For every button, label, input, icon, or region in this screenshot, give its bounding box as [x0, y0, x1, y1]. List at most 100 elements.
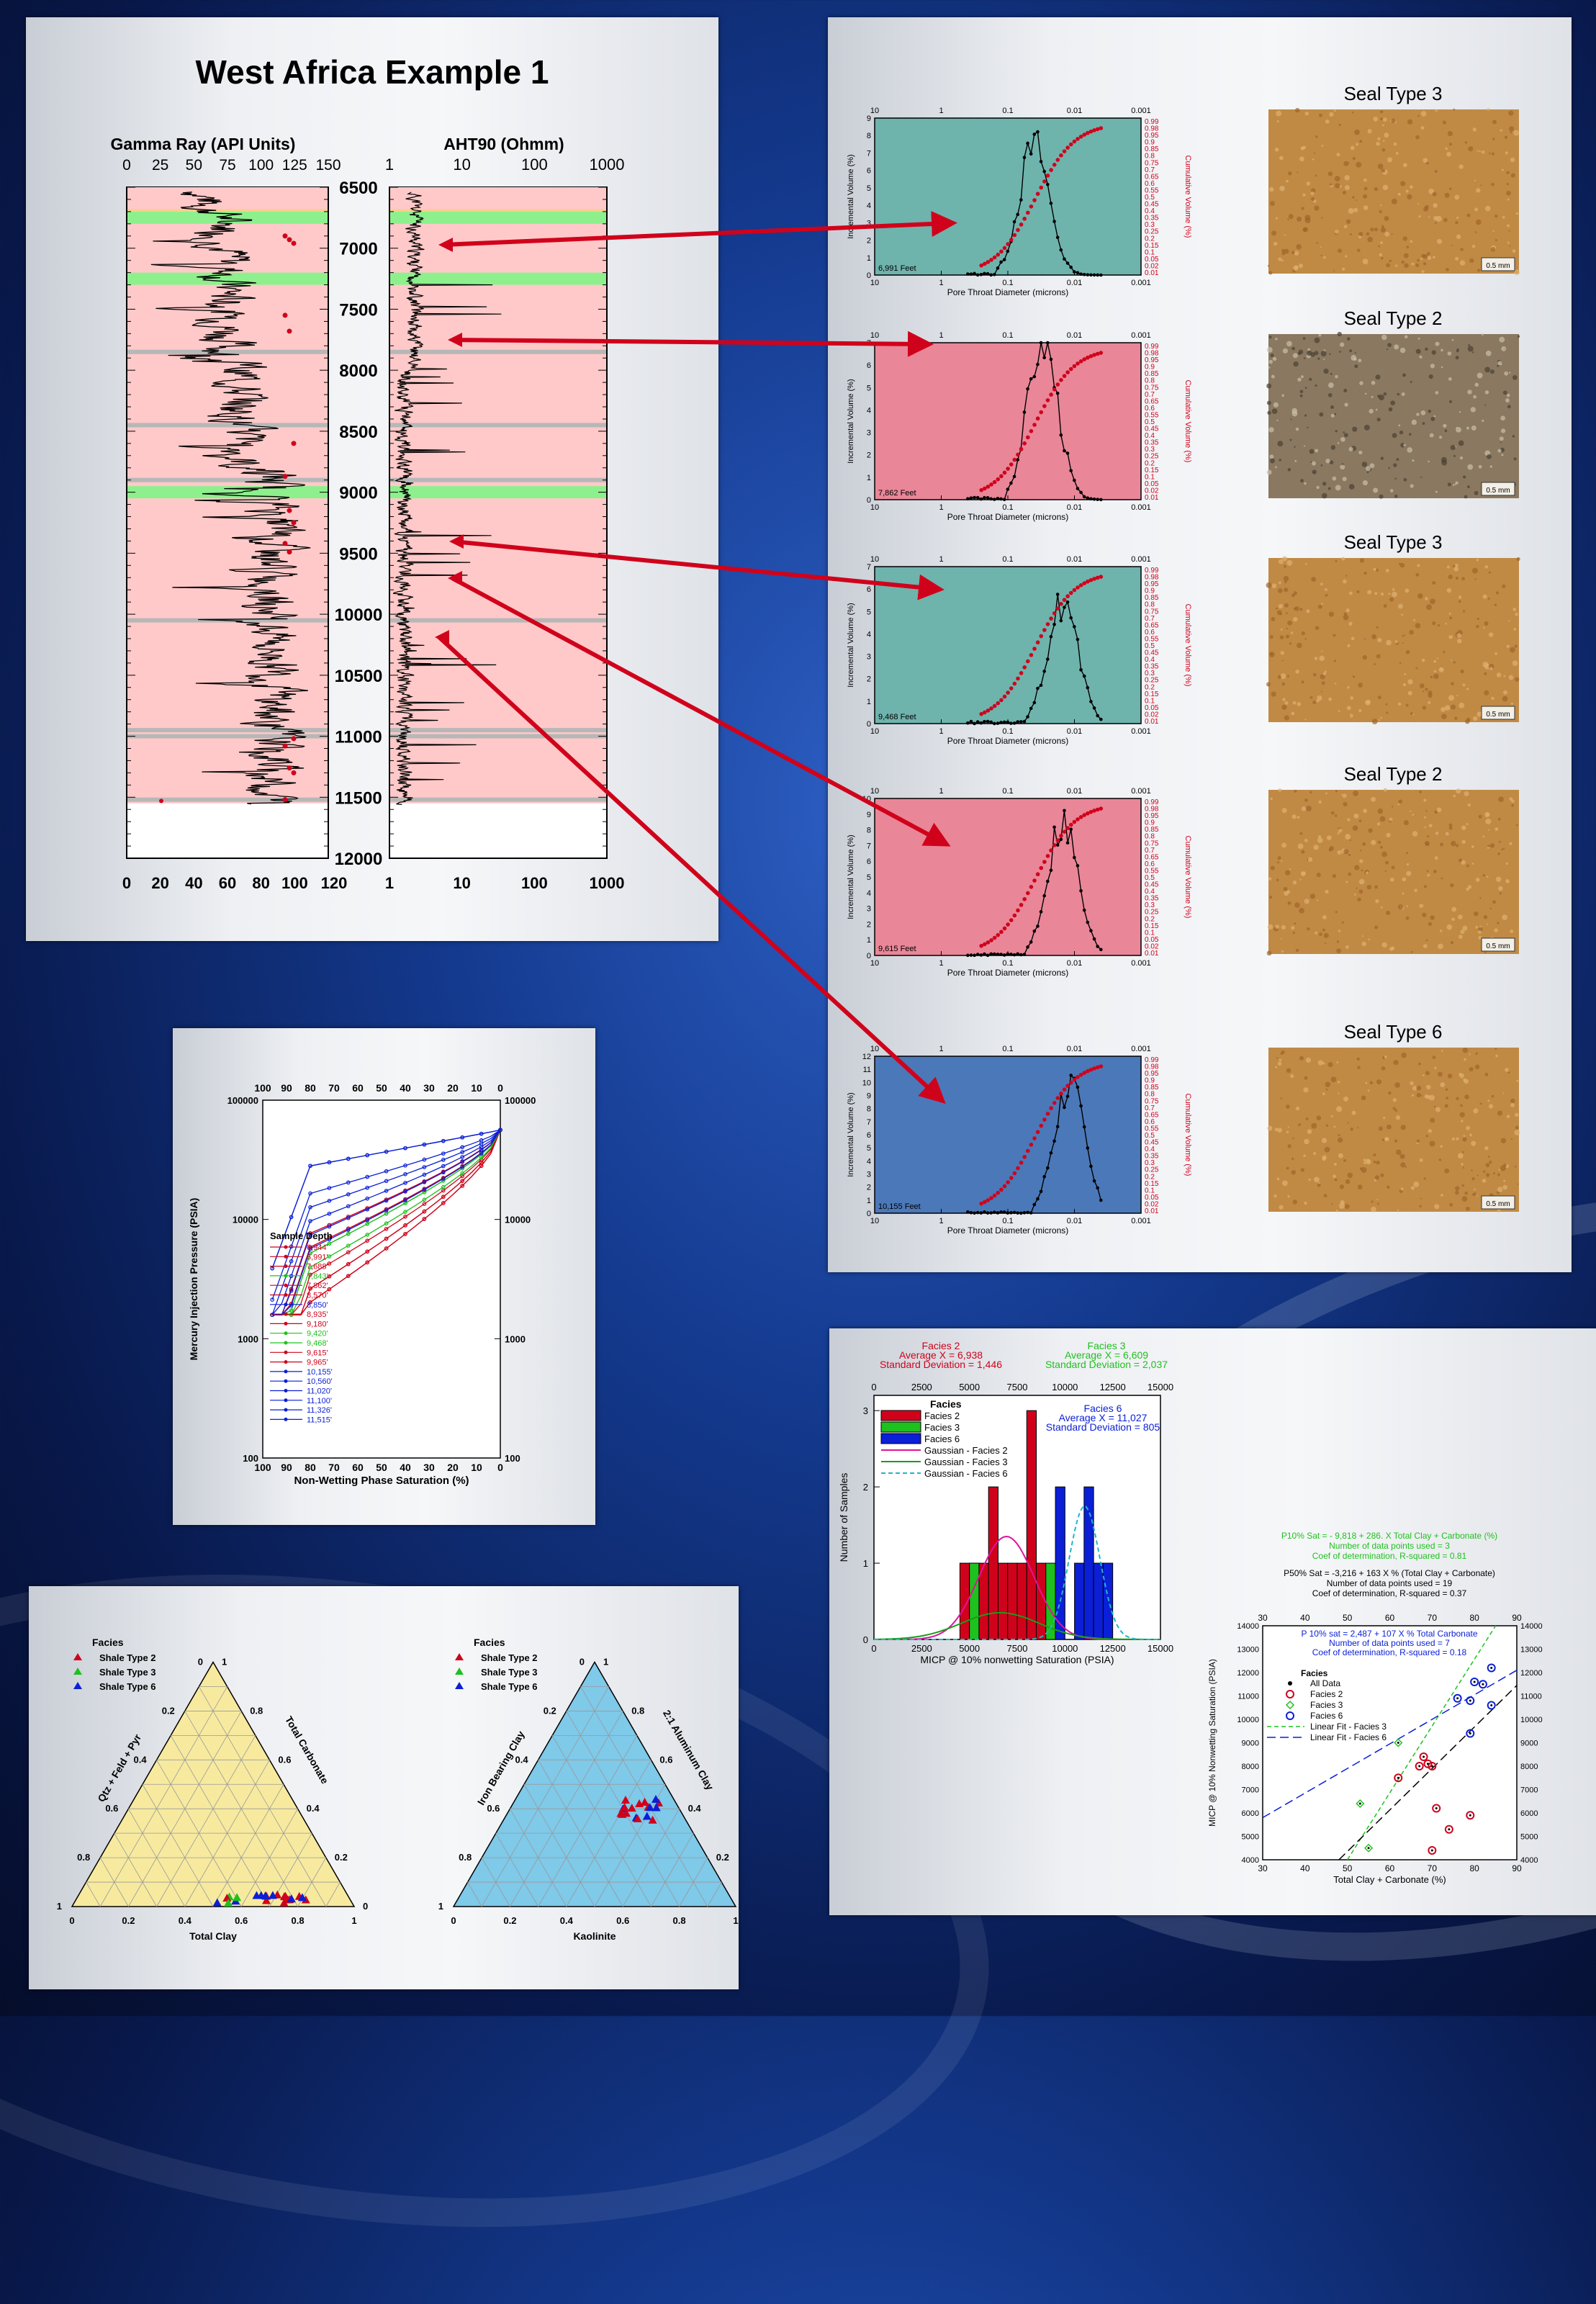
cap-point	[270, 1266, 275, 1271]
grain	[1445, 147, 1448, 150]
grain	[1375, 568, 1379, 572]
grain	[1424, 816, 1427, 819]
grain	[1374, 187, 1379, 192]
micp-cum-point	[1045, 622, 1050, 626]
grain	[1399, 662, 1402, 665]
reg-ytick: 8000	[1242, 1763, 1259, 1771]
grain	[1491, 182, 1494, 186]
grain	[1375, 374, 1381, 380]
gr-axis-title: Gamma Ray (API Units)	[111, 135, 296, 153]
grain	[1505, 151, 1508, 155]
grain	[1356, 199, 1358, 202]
grain	[1292, 1200, 1298, 1205]
grain	[1271, 230, 1277, 236]
reg-eq-black: P50% Sat = -3,216 + 163 X % (Total Clay …	[1284, 1568, 1495, 1578]
grain	[1476, 711, 1482, 717]
ternary-legend-marker	[455, 1682, 464, 1689]
micp-top-tick: 1	[939, 107, 943, 115]
micp-cum-point	[1009, 918, 1014, 922]
grain	[1385, 703, 1388, 706]
reg-point-core	[1397, 1776, 1399, 1779]
micp-cum-point	[986, 940, 991, 945]
micp-ylabel: Incremental Volume (%)	[847, 1092, 855, 1176]
grain	[1380, 845, 1383, 849]
log-grey-line	[390, 349, 606, 354]
micp-cum-point	[1065, 370, 1070, 374]
grain	[1483, 1170, 1486, 1173]
reg-ytick: 12000	[1237, 1669, 1259, 1678]
reg-legend-label: Linear Fit - Facies 3	[1310, 1722, 1387, 1732]
grain	[1450, 883, 1454, 888]
grain	[1506, 182, 1509, 186]
grain	[1474, 578, 1476, 580]
grain	[1366, 1158, 1371, 1163]
cap-legend-marker	[284, 1369, 288, 1374]
grain	[1444, 705, 1451, 711]
grain	[1515, 1112, 1519, 1117]
cap-top-tick: 10	[471, 1082, 482, 1094]
grain	[1377, 696, 1381, 700]
grain	[1434, 222, 1437, 225]
grain	[1304, 414, 1307, 417]
gaussian-facies-6	[874, 1506, 1160, 1640]
micp-cum-point	[1029, 885, 1034, 889]
cap-point	[289, 1303, 294, 1308]
grain	[1406, 863, 1410, 866]
grain	[1271, 374, 1275, 379]
micp-y2tick: 0.95	[1145, 132, 1159, 140]
micp-bottom-tick: 10	[870, 727, 879, 736]
ternary-point	[652, 1803, 661, 1812]
depth-label: 11000	[335, 728, 382, 747]
micp-cum-point	[1099, 575, 1104, 579]
grain	[1384, 132, 1389, 138]
grain	[1309, 696, 1313, 699]
grain	[1352, 156, 1356, 161]
grain	[1397, 192, 1401, 196]
scale-label: 0.5 mm	[1486, 487, 1510, 495]
micp-ytick: 10	[862, 1079, 871, 1087]
grain	[1457, 1153, 1464, 1159]
cap-top-tick: 20	[447, 1082, 459, 1094]
reg-ytick: 9000	[1242, 1740, 1259, 1748]
reg-top-tick: 40	[1300, 1613, 1310, 1623]
cap-point	[422, 1172, 427, 1177]
grain	[1502, 1092, 1505, 1094]
ternary-right-tick: 1	[603, 1657, 608, 1668]
micp-cum-point	[1039, 865, 1044, 870]
micp-ytick: 7	[867, 149, 871, 158]
grain	[1281, 1180, 1288, 1187]
micp-cum-point	[1032, 198, 1037, 202]
grain	[1503, 1179, 1506, 1182]
grain	[1335, 911, 1338, 914]
grain	[1337, 331, 1342, 337]
grain	[1454, 194, 1460, 200]
ternary-left-tick: 0.2	[162, 1705, 175, 1716]
ternary-bottom-tick: 0.6	[616, 1915, 629, 1926]
grain	[1443, 217, 1448, 222]
grain	[1505, 1068, 1509, 1072]
ternary-bottom-tick: 0.2	[122, 1915, 135, 1926]
grain	[1379, 816, 1386, 822]
cap-legend-marker	[284, 1379, 288, 1383]
grain	[1331, 1203, 1333, 1205]
micp-cum-point	[996, 701, 1001, 706]
gaussian-facies-3	[874, 1611, 1160, 1640]
grain	[1356, 887, 1358, 889]
grain	[1417, 258, 1420, 262]
grain	[1341, 793, 1343, 796]
grain	[1405, 916, 1410, 920]
micp-bottom-tick: 10	[870, 959, 879, 968]
grain	[1417, 564, 1420, 567]
grain	[1449, 400, 1453, 403]
grain	[1402, 635, 1405, 637]
grain	[1400, 1125, 1406, 1130]
scale-box	[1481, 937, 1515, 952]
micp-y2tick: 0.25	[1145, 909, 1159, 917]
grain	[1402, 683, 1407, 687]
micp-xlabel: Pore Throat Diameter (microns)	[947, 287, 1069, 297]
grain	[1500, 415, 1505, 421]
reg-point-core	[1418, 1765, 1421, 1768]
micp-y2tick: 0.45	[1145, 1139, 1159, 1147]
grain	[1277, 1128, 1282, 1133]
reg-point-core	[1367, 1847, 1370, 1850]
